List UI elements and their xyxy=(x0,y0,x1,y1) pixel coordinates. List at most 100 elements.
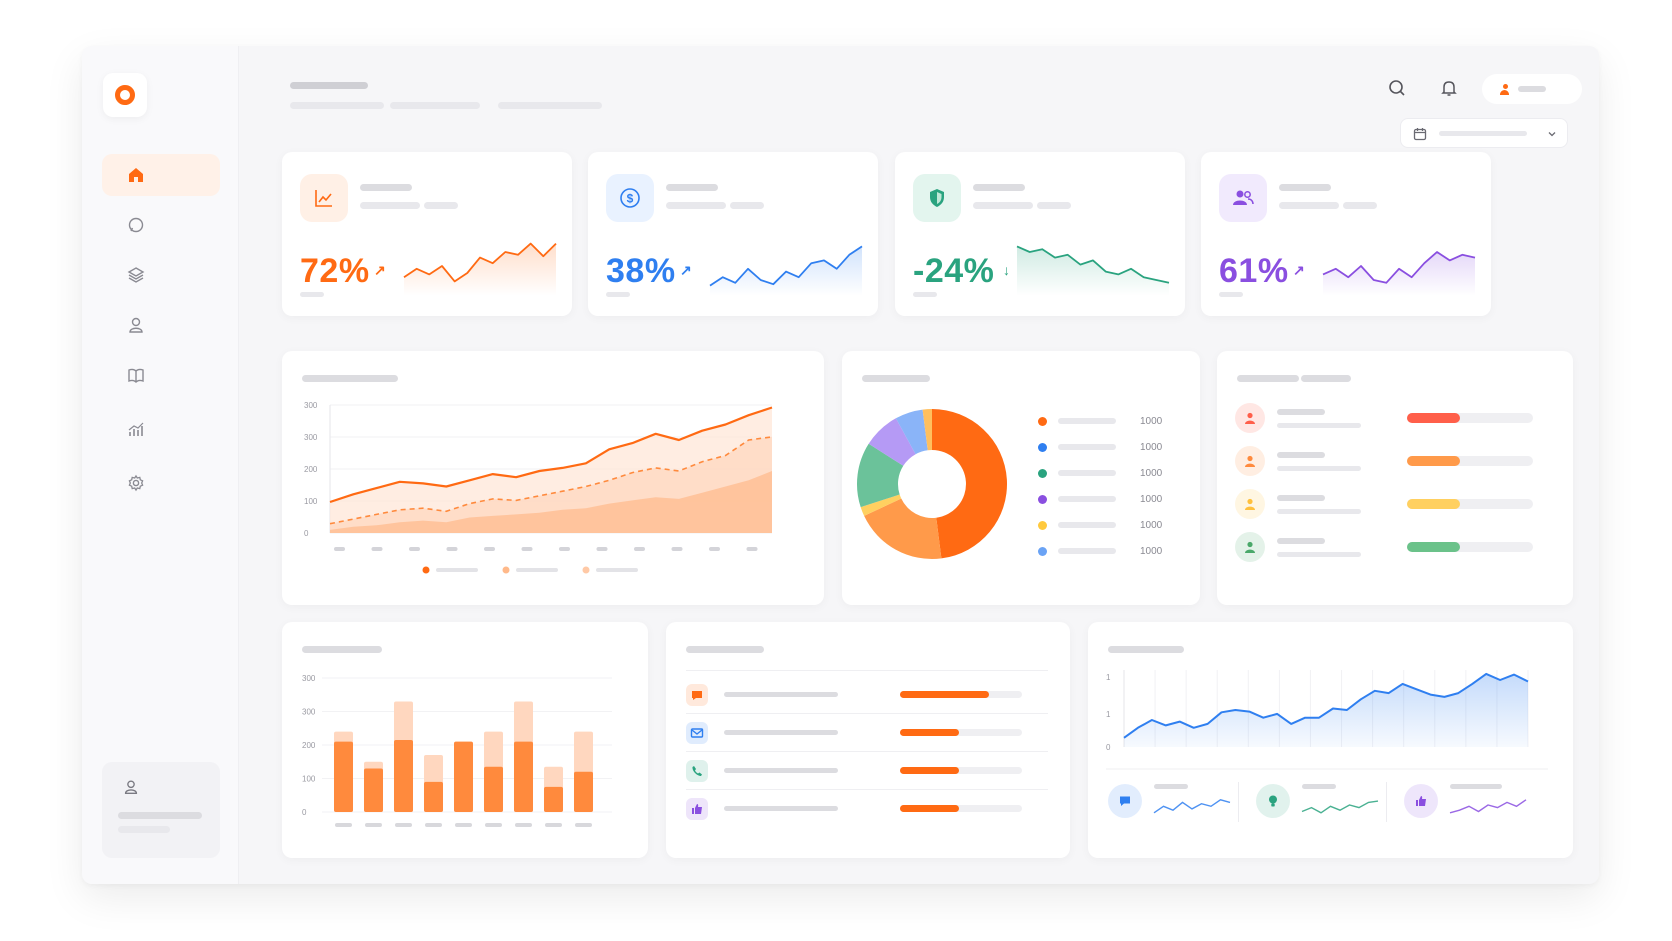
bell-icon xyxy=(1441,81,1457,96)
progress-fill xyxy=(1407,499,1460,509)
kpi-sparkline xyxy=(1016,245,1170,296)
channel-label xyxy=(724,806,838,811)
progress-fill xyxy=(1407,542,1460,552)
x-tick-label xyxy=(575,823,592,827)
x-tick-label xyxy=(395,823,412,827)
mini-sparkline xyxy=(1449,799,1527,814)
legend-dot xyxy=(1038,495,1047,504)
divider xyxy=(686,746,1048,747)
search-icon xyxy=(1389,80,1405,96)
legend-label xyxy=(516,568,558,572)
sidebar-item-users[interactable] xyxy=(102,304,220,346)
legend-label xyxy=(1058,496,1116,502)
divider xyxy=(686,713,1048,714)
search-button[interactable] xyxy=(1383,74,1411,102)
card-subtitle xyxy=(1301,375,1351,382)
sidebar-item-analytics[interactable] xyxy=(102,408,220,450)
card-title xyxy=(862,375,930,382)
divider xyxy=(686,670,1048,671)
sidebar-item-docs[interactable] xyxy=(102,354,220,396)
sidebar-item-settings[interactable] xyxy=(102,462,220,504)
message-icon xyxy=(1120,796,1130,806)
user-icon xyxy=(1245,498,1255,510)
breadcrumb xyxy=(390,102,480,109)
x-tick-label xyxy=(335,823,352,827)
line-chart: 0 1 1 xyxy=(1106,670,1548,770)
legend-dot xyxy=(1038,417,1047,426)
bar xyxy=(544,786,563,812)
series-line xyxy=(1123,672,1529,739)
x-tick-label xyxy=(485,823,502,827)
kpi-card: 61% ↗ xyxy=(1201,152,1491,316)
donut-slice xyxy=(860,494,902,516)
kpi-subtitle xyxy=(730,202,764,209)
y-tick-label: 300 xyxy=(304,401,318,410)
avatar xyxy=(1235,532,1265,562)
card-title xyxy=(686,646,764,653)
kpi-footnote xyxy=(606,292,630,297)
kpi-value: 61% xyxy=(1219,252,1289,290)
users-icon xyxy=(1233,190,1254,205)
channel-label xyxy=(724,692,838,697)
account-menu[interactable] xyxy=(1482,74,1582,104)
y-tick-label: 300 xyxy=(302,674,316,683)
notifications-button[interactable] xyxy=(1435,74,1463,102)
card-title xyxy=(1108,646,1184,653)
sidebar-item-layers[interactable] xyxy=(102,254,220,296)
arrow-up-icon: ↗ xyxy=(680,262,692,278)
member-detail xyxy=(1277,466,1361,471)
x-tick-label xyxy=(634,547,645,551)
user-icon xyxy=(1245,455,1255,467)
kpi-subtitle xyxy=(1279,202,1339,209)
sparkline-line xyxy=(1449,799,1527,814)
x-tick-label xyxy=(455,823,472,827)
channel-icon-wrap xyxy=(686,798,708,820)
channel-label xyxy=(724,768,838,773)
legend-value: 1000 xyxy=(1140,546,1163,557)
user-role-placeholder xyxy=(118,826,170,833)
app-window: 72% ↗ $38% ↗ -24% ↓ 61% ↗ 0 100 200 300 300 1000 100… xyxy=(82,46,1599,884)
date-range-select[interactable] xyxy=(1400,118,1568,148)
kpi-subtitle xyxy=(1037,202,1071,209)
sparkline-line xyxy=(1153,799,1231,814)
progress-fill xyxy=(900,691,990,698)
kpi-value: 38% xyxy=(606,252,676,290)
y-tick-label: 0 xyxy=(304,529,309,538)
shield-icon xyxy=(930,189,944,207)
sidebar-item-messages[interactable] xyxy=(102,204,220,246)
mini-sparkline xyxy=(1153,799,1231,814)
sidebar-item-home[interactable] xyxy=(102,154,220,196)
users-icon xyxy=(129,317,143,333)
sparkline-line xyxy=(1322,251,1476,284)
card-title xyxy=(302,646,382,653)
bar xyxy=(364,768,383,812)
x-tick-label xyxy=(746,547,758,551)
mail-icon xyxy=(690,728,704,738)
kpi-icon-wrap: $ xyxy=(606,174,654,222)
legend-dot xyxy=(1038,443,1047,452)
activity-card: 0 1 1 xyxy=(1088,622,1573,858)
x-tick-label xyxy=(371,547,383,551)
area-chart: 0 100 200 300 300 xyxy=(304,401,773,574)
kpi-sparkline xyxy=(709,245,863,296)
account-name xyxy=(1518,86,1546,92)
kpi-footnote xyxy=(1219,292,1243,297)
kpi-subtitle xyxy=(666,202,726,209)
progress-track xyxy=(1407,456,1533,466)
progress-track xyxy=(900,691,1022,698)
breadcrumb xyxy=(498,102,602,109)
user-profile-panel[interactable] xyxy=(102,762,220,858)
progress-fill xyxy=(1407,456,1460,466)
progress-fill xyxy=(900,805,959,812)
progress-fill xyxy=(1407,413,1460,423)
legend-value: 1000 xyxy=(1140,520,1163,531)
calendar-icon xyxy=(1413,128,1427,141)
kpi-title xyxy=(1279,184,1331,191)
settings-icon xyxy=(128,474,144,492)
divider xyxy=(686,789,1048,790)
page-title xyxy=(290,82,368,89)
app-logo[interactable] xyxy=(103,73,147,117)
bar-chart: 0 100 200 300 300 xyxy=(302,674,612,827)
mini-stat-title xyxy=(1154,784,1188,789)
phone-icon xyxy=(692,766,702,776)
